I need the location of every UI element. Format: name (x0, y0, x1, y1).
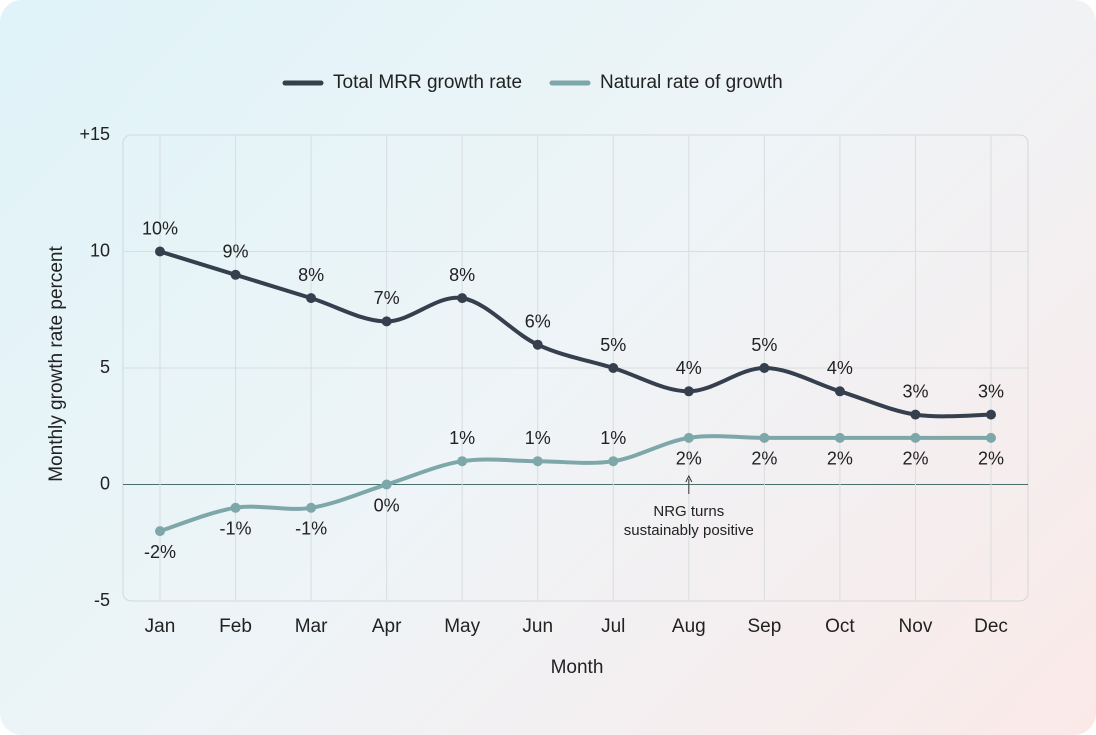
data-point (155, 526, 165, 537)
x-tick-label: May (444, 616, 480, 637)
data-label: 3% (902, 381, 928, 401)
data-label: 0% (374, 495, 400, 515)
x-tick-label: Sep (747, 616, 781, 637)
data-label: 9% (223, 242, 249, 262)
data-point (230, 269, 241, 280)
data-point (608, 363, 619, 373)
y-tick-label: 5 (100, 357, 110, 377)
x-tick-label: Jan (145, 616, 176, 637)
data-label: 2% (978, 449, 1004, 469)
annotation-text: sustainably positive (624, 522, 754, 539)
data-point (910, 432, 921, 443)
x-tick-label: Jun (522, 616, 553, 637)
data-point (834, 432, 845, 443)
data-label: 2% (751, 449, 777, 469)
data-label: 1% (600, 428, 626, 448)
annotation-arrowhead (685, 474, 693, 483)
data-label: 8% (298, 265, 324, 285)
data-label: -1% (220, 519, 252, 539)
data-label: 7% (374, 288, 400, 308)
data-point (759, 363, 770, 373)
data-point (381, 479, 392, 490)
x-tick-label: Oct (825, 616, 855, 637)
data-label: -2% (144, 542, 176, 562)
data-point (683, 386, 694, 397)
y-tick-label: -5 (94, 590, 110, 610)
data-label: 5% (751, 335, 777, 355)
x-axis-label: Month (551, 657, 604, 678)
x-tick-label: Feb (219, 616, 252, 637)
legend-label: Natural rate of growth (600, 72, 783, 93)
x-tick-label: Apr (372, 616, 402, 637)
data-label: -1% (295, 519, 327, 539)
data-label: 1% (525, 428, 551, 448)
data-point (155, 246, 165, 257)
x-tick-label: Jul (601, 616, 625, 637)
data-point (759, 432, 770, 443)
data-point (910, 409, 921, 420)
data-point (834, 386, 845, 397)
x-tick-label: Mar (295, 616, 328, 637)
data-label: 2% (827, 449, 853, 469)
data-label: 10% (142, 218, 178, 238)
y-tick-label: 10 (90, 240, 110, 260)
data-label: 8% (449, 265, 475, 285)
data-label: 4% (676, 358, 702, 378)
x-tick-label: Nov (899, 616, 933, 637)
data-point (986, 432, 996, 443)
series-line (158, 249, 993, 419)
data-point (532, 339, 543, 350)
x-tick-label: Aug (672, 616, 706, 637)
data-label: 4% (827, 358, 853, 378)
data-label: 2% (902, 449, 928, 469)
data-point (986, 409, 996, 420)
data-point (306, 502, 317, 513)
data-point (457, 456, 468, 467)
y-tick-label: +15 (79, 124, 110, 144)
data-point (532, 456, 543, 467)
data-point (306, 293, 317, 304)
series-line (158, 434, 993, 534)
y-tick-label: 0 (100, 473, 110, 493)
x-tick-label: Dec (974, 616, 1008, 637)
data-point (381, 316, 392, 327)
y-axis-label: Monthly growth rate percent (46, 246, 67, 482)
legend-label: Total MRR growth rate (333, 72, 522, 93)
data-point (457, 293, 468, 304)
data-label: 1% (449, 428, 475, 448)
data-label: 3% (978, 381, 1004, 401)
data-point (230, 502, 241, 513)
data-label: 6% (525, 311, 551, 331)
data-point (683, 432, 694, 443)
data-point (608, 456, 619, 467)
annotation-text: NRG turns (653, 503, 724, 520)
data-label: 2% (676, 449, 702, 469)
data-label: 5% (600, 335, 626, 355)
